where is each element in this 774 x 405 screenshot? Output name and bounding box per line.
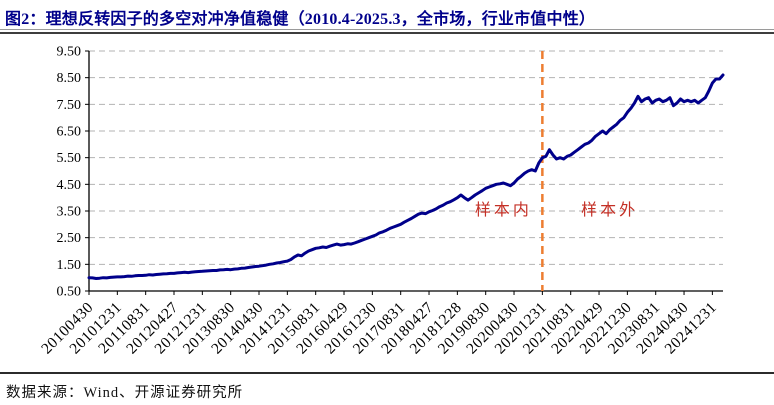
net-value-chart: 0.50 1.50 2.50 3.50 4.50 5.50 6.50 7.50 8.50 9.50… <box>38 45 725 357</box>
sample-annotation: 样本外 <box>581 201 638 219</box>
title-divider <box>0 29 774 34</box>
data-source-note: 数据来源：Wind、开源证券研究所 <box>6 385 244 401</box>
y-axis-label: 4.50 <box>57 178 82 193</box>
footer-divider <box>0 372 774 374</box>
y-axis-label: 6.50 <box>57 125 82 140</box>
y-axis-label: 9.50 <box>57 45 82 60</box>
y-axis-label: 5.50 <box>57 151 82 166</box>
y-axis-label: 1.50 <box>57 258 82 273</box>
sample-annotation: 样本内 <box>475 201 532 219</box>
y-axis-label: 8.50 <box>57 71 82 86</box>
y-axis-label: 2.50 <box>57 231 82 246</box>
net-value-line <box>87 73 725 280</box>
y-axis-label: 7.50 <box>57 98 82 113</box>
y-axis-label: 0.50 <box>57 285 82 300</box>
y-axis-label: 3.50 <box>57 205 82 220</box>
page-title: 图2：理想反转因子的多空对冲净值稳健（2010.4-2025.3，全市场，行业市… <box>5 11 596 28</box>
